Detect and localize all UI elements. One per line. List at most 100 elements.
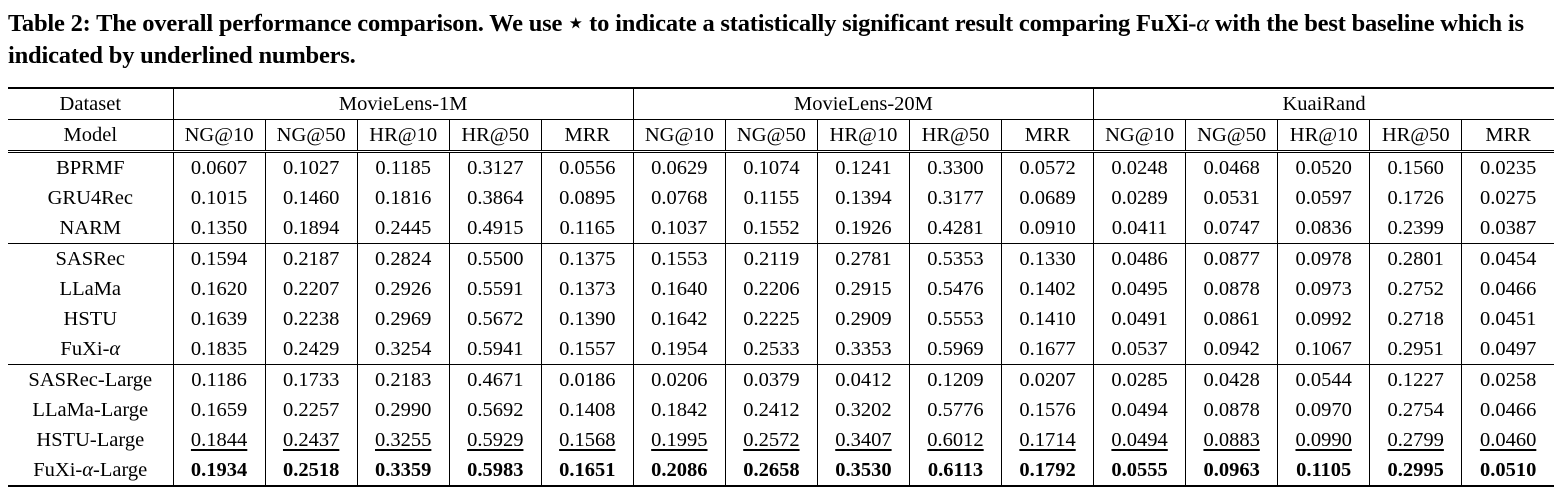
- metric-value-cell: 0.0494: [1093, 425, 1186, 455]
- table-row: SASRec-Large 0.1186 0.1733 0.2183 0.4671 0.01…: [8, 364, 1554, 395]
- metric-value-cell: 0.1677: [1001, 334, 1094, 365]
- metric-value: 0.1995: [651, 429, 708, 451]
- metric-value: 0.5929: [467, 429, 524, 451]
- model-name-cell: HSTU-Large: [36, 429, 145, 451]
- metric-value-cell: 0.0207: [1001, 364, 1094, 395]
- metric-value-cell: 0.2801: [1369, 243, 1462, 274]
- metric-header-row: Model NG@10 NG@50 HR@10 HR@50 MRR NG@10 …: [8, 119, 1554, 152]
- metric-value-cell: 0.2207: [264, 274, 358, 304]
- metric-value-cell: 0.2915: [816, 274, 910, 304]
- metric-value-cell: 0.0861: [1185, 304, 1278, 334]
- metric-value-cell: 0.5591: [448, 274, 542, 304]
- metric-value-cell: 0.1934: [172, 455, 266, 487]
- metric-value-cell: 0.1639: [172, 304, 266, 334]
- metric-value-cell: 0.5969: [908, 334, 1002, 365]
- metric-header: NG@50: [1185, 119, 1278, 152]
- metric-value-cell: 0.1576: [1001, 395, 1094, 425]
- results-table: Dataset MovieLens-1M MovieLens-20M KuaiR…: [8, 87, 1554, 487]
- metric-value-cell: 0.0768: [632, 183, 726, 213]
- table-row: FuXi-αFuXi-α 0.18350.24290.32540.59410.15…: [8, 334, 1554, 365]
- caption-alpha: α: [1196, 10, 1209, 37]
- metric-value: 0.0990: [1295, 429, 1352, 451]
- metric-value-cell: 0.5929: [448, 425, 542, 455]
- metric-value-cell: 0.0451: [1461, 304, 1554, 334]
- metric-value-cell: 0.1926: [816, 213, 910, 244]
- metric-value-cell: 0.3864: [448, 183, 542, 213]
- metric-header: NG@10: [1093, 119, 1186, 152]
- table-row: HSTU-Large 0.1844 0.2437 0.3255 0.5929 0.1568…: [8, 425, 1554, 455]
- metric-value: 0.1844: [190, 429, 248, 451]
- metric-value-cell: 0.0747: [1185, 213, 1278, 244]
- metric-value-cell: 0.1067: [1277, 334, 1370, 365]
- metric-value-cell: 0.0963: [1185, 455, 1278, 487]
- metric-value-cell: 0.0556: [540, 150, 634, 183]
- metric-value-cell: 0.2754: [1369, 395, 1462, 425]
- metric-value-cell: 0.1074: [724, 150, 818, 183]
- table-row: BPRMF 0.0607 0.1027 0.1185 0.3127 0.0556 0.062…: [8, 150, 1554, 183]
- metric-value-cell: 0.2086: [632, 455, 726, 487]
- metric-value-cell: 0.3255: [356, 425, 450, 455]
- metric-value-cell: 0.1640: [632, 274, 726, 304]
- metric-value-cell: 0.3202: [816, 395, 910, 425]
- metric-value-cell: 0.1037: [632, 213, 726, 244]
- table-row: HSTU 0.1639 0.2238 0.2969 0.5672 0.1390 0.1642…: [8, 304, 1554, 334]
- metric-value-cell: 0.2533: [724, 334, 818, 365]
- metric-value-cell: 0.1185: [356, 150, 450, 183]
- metric-value-cell: 0.0486: [1093, 243, 1186, 274]
- metric-value-cell: 0.0491: [1093, 304, 1186, 334]
- metric-value-cell: 0.1394: [816, 183, 910, 213]
- metric-value-cell: 0.0992: [1277, 304, 1370, 334]
- metric-value: 0.2572: [743, 429, 800, 451]
- metric-value-cell: 0.6113: [908, 455, 1002, 487]
- dataset-movielens-1m: MovieLens-1M: [172, 87, 634, 120]
- metric-value-cell: 0.1165: [540, 213, 634, 244]
- metric-value-cell: 0.0531: [1185, 183, 1278, 213]
- metric-value-cell: 0.2399: [1369, 213, 1462, 244]
- metric-value-cell: 0.5500: [448, 243, 542, 274]
- metric-value-cell: 0.1553: [632, 243, 726, 274]
- metric-value-cell: 0.4671: [448, 364, 542, 395]
- metric-header: HR@10: [356, 119, 450, 152]
- metric-value-cell: 0.1027: [264, 150, 358, 183]
- model-label: Model: [8, 119, 174, 152]
- metric-value-cell: 0.3127: [448, 150, 542, 183]
- metric-value-cell: 0.1568: [540, 425, 634, 455]
- metric-header: HR@10: [816, 119, 910, 152]
- metric-value-cell: 0.4281: [908, 213, 1002, 244]
- metric-value-cell: 0.1835: [172, 334, 266, 365]
- metric-value-cell: 0.1620: [172, 274, 266, 304]
- metric-value-cell: 0.0629: [632, 150, 726, 183]
- metric-value-cell: 0.2824: [356, 243, 450, 274]
- metric-value-cell: 0.0520: [1277, 150, 1370, 183]
- metric-value-cell: 0.0428: [1185, 364, 1278, 395]
- metric-value-cell: 0.1105: [1277, 455, 1370, 487]
- metric-value-cell: 0.1651: [540, 455, 634, 487]
- table-row: GRU4Rec 0.1015 0.1460 0.1816 0.3864 0.0895 0.0…: [8, 183, 1554, 213]
- metric-header: HR@50: [448, 119, 542, 152]
- metric-value-cell: 0.1714: [1001, 425, 1094, 455]
- metric-value-cell: 0.5672: [448, 304, 542, 334]
- metric-value-cell: 0.0186: [540, 364, 634, 395]
- metric-value-cell: 0.3177: [908, 183, 1002, 213]
- metric-value: 0.0460: [1479, 429, 1537, 451]
- metric-header: NG@10: [632, 119, 726, 152]
- metric-value-cell: 0.0689: [1001, 183, 1094, 213]
- model-name-cell: LLaMa: [59, 278, 122, 300]
- metric-value-cell: 0.0289: [1093, 183, 1186, 213]
- metric-value-cell: 0.0878: [1185, 395, 1278, 425]
- model-name-cell: SASRec-Large: [8, 364, 174, 395]
- table-row: SASRec 0.1594 0.2187 0.2824 0.5500 0.1375 0.15…: [8, 243, 1554, 274]
- metric-value-cell: 0.3300: [908, 150, 1002, 183]
- metric-value-cell: 0.0412: [816, 364, 910, 395]
- metric-value-cell: 0.1350: [172, 213, 266, 244]
- metric-value-cell: 0.1659: [172, 395, 266, 425]
- metric-value-cell: 0.0978: [1277, 243, 1370, 274]
- metric-value-cell: 0.1015: [172, 183, 266, 213]
- metric-value-cell: 0.0836: [1277, 213, 1370, 244]
- metric-value-cell: 0.1844: [172, 425, 266, 455]
- metric-header: HR@10: [1277, 119, 1370, 152]
- metric-value-cell: 0.1842: [632, 395, 726, 425]
- metric-value-cell: 0.0597: [1277, 183, 1370, 213]
- dataset-movielens-20m: MovieLens-20M: [632, 87, 1094, 120]
- metric-value-cell: 0.1155: [724, 183, 818, 213]
